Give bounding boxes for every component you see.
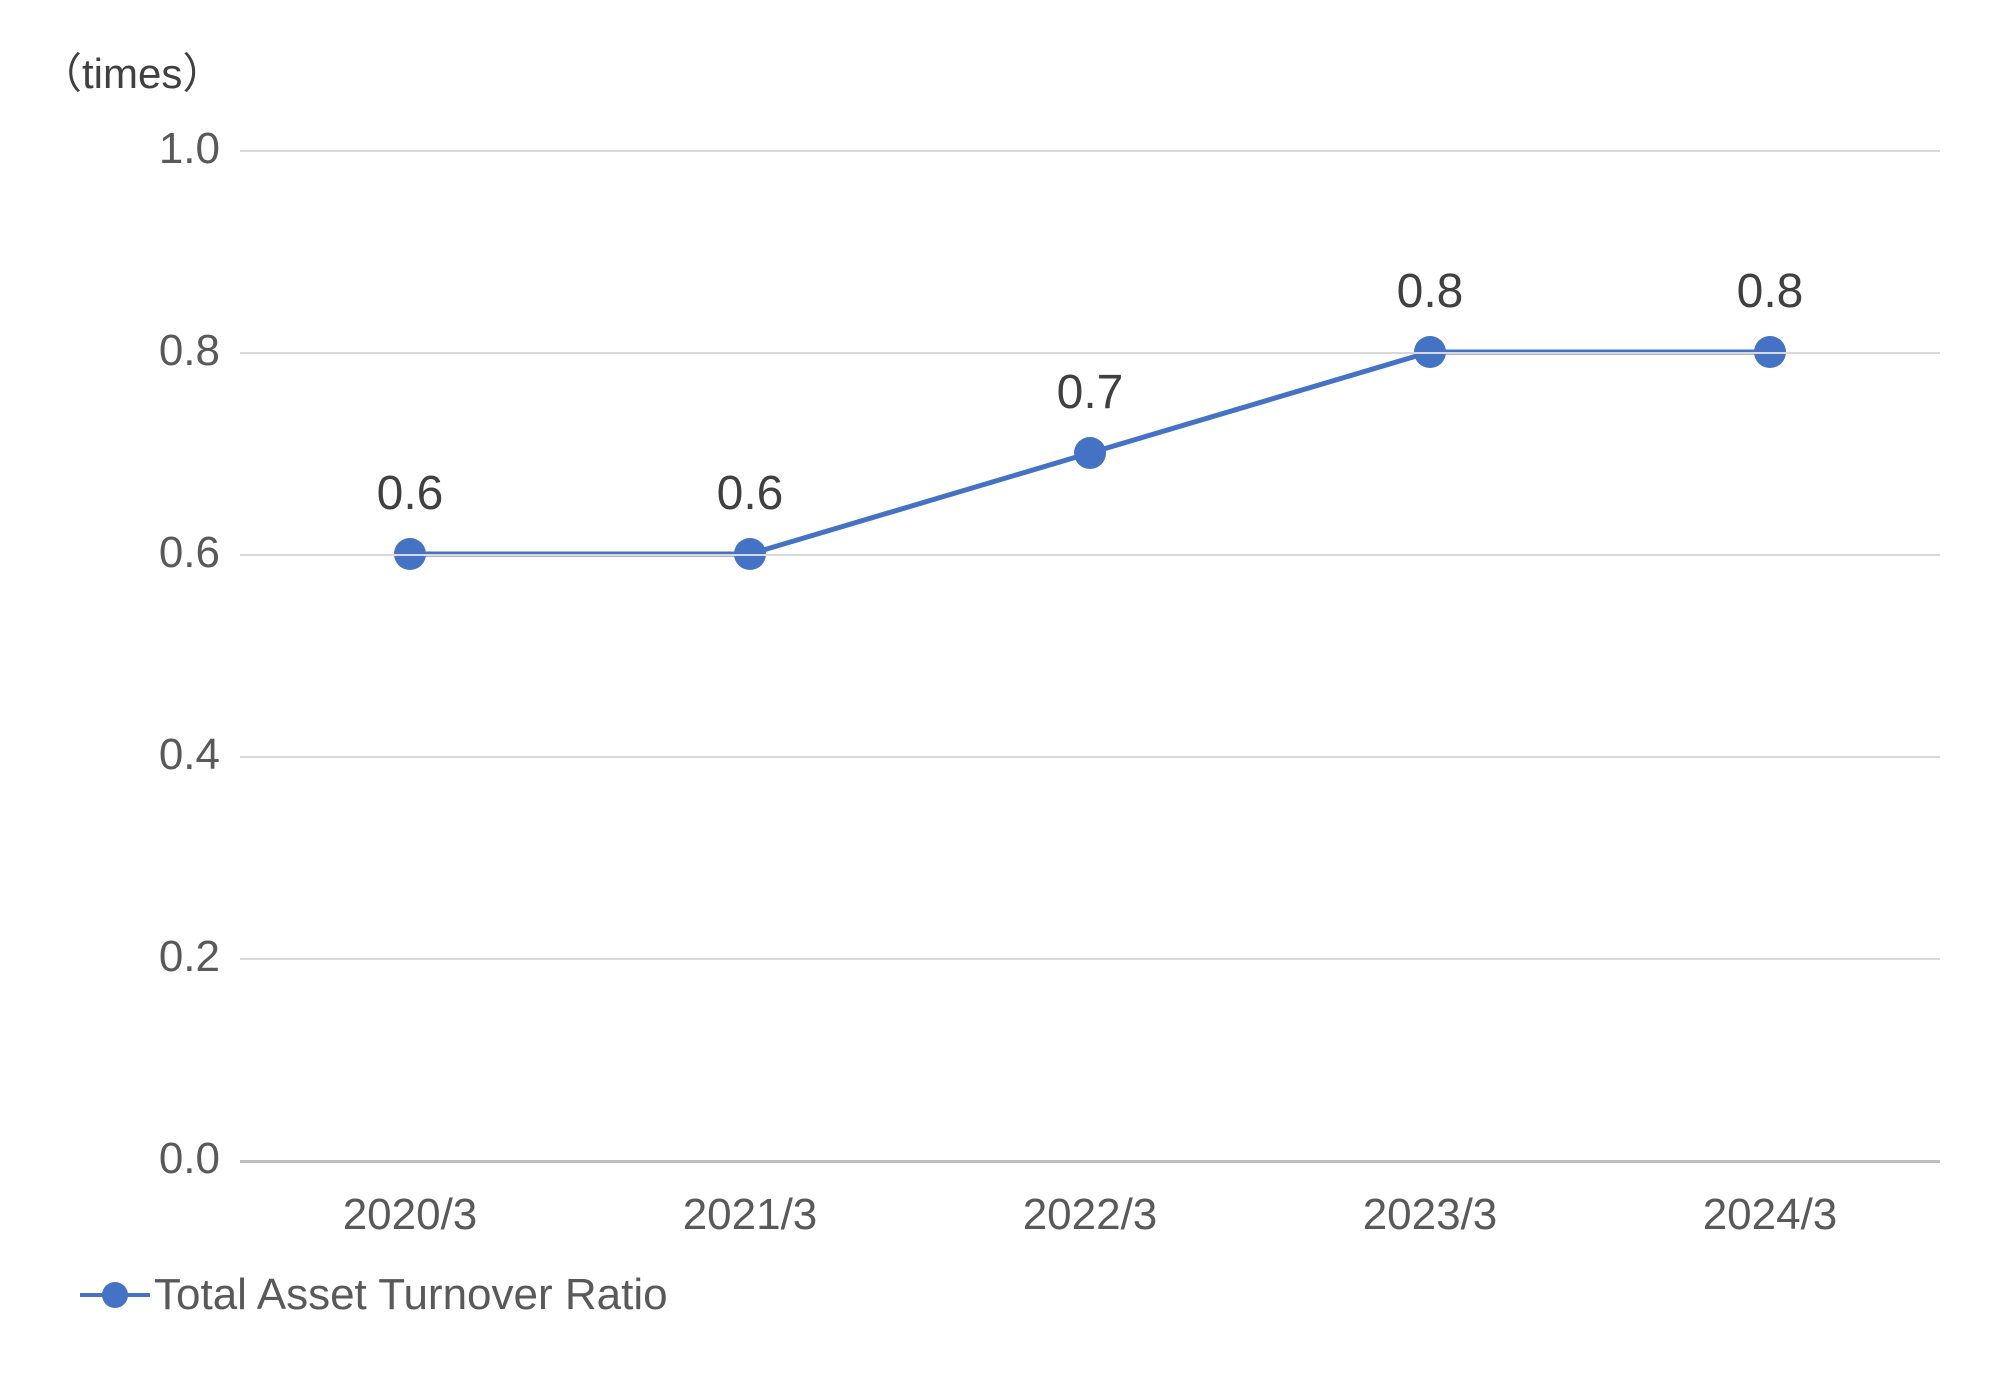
x-tick-label: 2024/3 (1620, 1190, 1920, 1240)
y-tick-label: 0.2 (110, 932, 220, 982)
chart-legend: Total Asset Turnover Ratio (80, 1270, 668, 1320)
data-point-label: 0.6 (670, 466, 830, 521)
gridline (240, 958, 1940, 960)
gridline (240, 150, 1940, 152)
y-tick-label: 0.8 (110, 326, 220, 376)
data-point-label: 0.8 (1690, 264, 1850, 319)
circle-marker-icon (102, 1282, 128, 1308)
data-point-label: 0.7 (1010, 365, 1170, 420)
x-tick-label: 2020/3 (260, 1190, 560, 1240)
x-tick-label: 2022/3 (940, 1190, 1240, 1240)
plot-area (240, 150, 1940, 1160)
legend-series-label: Total Asset Turnover Ratio (154, 1270, 668, 1320)
data-point-marker (1074, 437, 1106, 469)
y-tick-label: 0.4 (110, 730, 220, 780)
gridline (240, 554, 1940, 556)
gridline (240, 1160, 1940, 1163)
legend-series-marker (80, 1280, 150, 1310)
gridline (240, 756, 1940, 758)
x-tick-label: 2021/3 (600, 1190, 900, 1240)
y-axis-unit-label: （times） (40, 40, 224, 101)
gridline (240, 352, 1940, 354)
data-point-label: 0.8 (1350, 264, 1510, 319)
x-tick-label: 2023/3 (1280, 1190, 1580, 1240)
y-tick-label: 1.0 (110, 124, 220, 174)
y-tick-label: 0.6 (110, 528, 220, 578)
y-tick-label: 0.0 (110, 1134, 220, 1184)
line-chart-svg (240, 150, 1940, 1160)
chart-container: （times） 0.0 0.2 0.4 0.6 0.8 1.0 2020/3 2021/3 2… (40, 40, 1960, 1360)
data-point-label: 0.6 (330, 466, 490, 521)
